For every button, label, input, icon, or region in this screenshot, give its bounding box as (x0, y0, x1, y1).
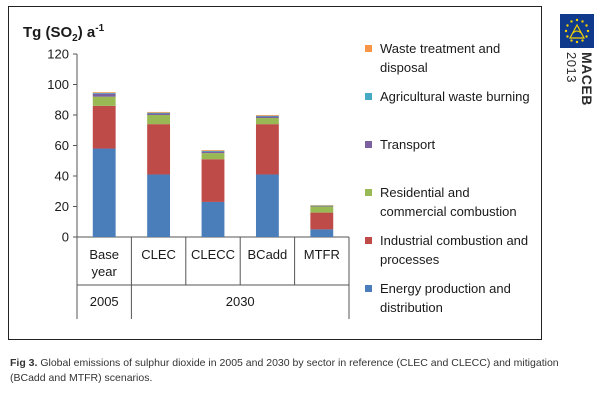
x-group-label: 2030 (226, 294, 255, 309)
bar-segment (201, 150, 225, 152)
bar-segment (92, 148, 116, 237)
bar-segment (310, 229, 334, 237)
bar-segment (92, 92, 116, 94)
y-tick-label: 20 (55, 199, 69, 214)
legend-label: Residential and (380, 185, 470, 200)
legend-swatch (365, 189, 372, 196)
y-axis-title: Tg (SO2) a-1 (23, 23, 105, 44)
bar-segment (201, 151, 225, 154)
bar-segment (147, 174, 171, 237)
legend-label: commercial combustion (380, 204, 517, 219)
legend-label: Waste treatment and (380, 41, 500, 56)
y-tick-label: 40 (55, 169, 69, 184)
legend-label: Energy production and (380, 281, 511, 296)
bar-segment (92, 96, 116, 106)
x-category-label: Base (89, 247, 119, 262)
bar-segment (92, 105, 116, 149)
x-category-label: year (92, 264, 118, 279)
x-category-label: BCadd (248, 247, 288, 262)
x-category-label: MTFR (304, 247, 340, 262)
bar-segment (255, 115, 279, 117)
y-tick-label: 80 (55, 108, 69, 123)
logo-text: MACEB 2013 (562, 52, 595, 172)
bar-segment (201, 201, 225, 237)
legend-label: Transport (380, 137, 436, 152)
bar-segment (147, 115, 171, 125)
legend-label: disposal (380, 60, 428, 75)
logo-year: 2013 (564, 52, 579, 83)
y-tick-label: 60 (55, 138, 69, 153)
legend-label: Agricultural waste burning (380, 89, 530, 104)
eu-flag-icon (560, 14, 594, 48)
x-category-label: CLEC (141, 247, 176, 262)
y-tick-label: 100 (47, 77, 69, 92)
figure-caption: Fig 3. Global emissions of sulphur dioxi… (10, 356, 570, 386)
bar-segment (147, 124, 171, 175)
figure-frame: Tg (SO2) a-1 0 20 40 60 80 100 120 Base year CLEC… (8, 6, 542, 340)
y-tick-label: 0 (62, 230, 69, 245)
bar-segment (147, 111, 171, 113)
maceb-logo: MACEB 2013 (560, 14, 595, 106)
bar-segment (255, 115, 279, 116)
bar-segment (92, 93, 116, 97)
plot-area: 0 20 40 60 80 100 120 Base year CLEC CLECC BCadd MTF… (47, 47, 350, 319)
legend-swatch (365, 141, 372, 148)
bar-segment (255, 124, 279, 175)
x-category-label: CLECC (191, 247, 235, 262)
legend-label: distribution (380, 300, 443, 315)
legend-label: Industrial combustion and (380, 233, 528, 248)
bar-segment (201, 153, 225, 160)
y-tick-label: 120 (47, 47, 69, 62)
stacked-bar-chart: Tg (SO2) a-1 0 20 40 60 80 100 120 Base year CLEC… (23, 23, 530, 319)
legend-swatch (365, 45, 372, 52)
bar-segment (255, 174, 279, 237)
bar-segment (310, 206, 334, 213)
bar-segment (310, 212, 334, 230)
bar-segment (147, 113, 171, 115)
bar-segment (255, 118, 279, 125)
caption-text: Global emissions of sulphur dioxide in 2… (10, 357, 559, 384)
x-group-label: 2005 (90, 294, 119, 309)
logo-name: MACEB (579, 52, 595, 106)
caption-label: Fig 3. (10, 357, 38, 369)
bar-segment (147, 112, 171, 114)
bar-segment (255, 116, 279, 119)
legend-label: processes (380, 252, 440, 267)
legend-swatch (365, 285, 372, 292)
legend-swatch (365, 237, 372, 244)
legend: Waste treatment and disposal Agricultural … (365, 41, 530, 315)
legend-swatch (365, 93, 372, 100)
bar-segment (201, 159, 225, 202)
bar-segment (92, 92, 116, 93)
bar-segment (201, 150, 225, 151)
